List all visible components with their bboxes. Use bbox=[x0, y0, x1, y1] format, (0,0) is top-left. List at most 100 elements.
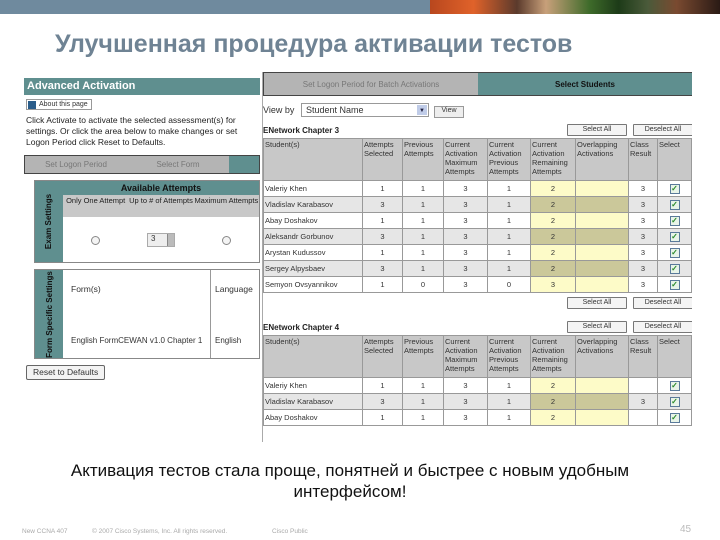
table-row: Valeriy Khen 1 1 3 1 2 ✓ bbox=[263, 377, 692, 394]
table-row: Vladislav Karabasov 3 1 3 1 2 3 ✓ bbox=[263, 196, 692, 213]
slide-caption: Активация тестов стала проще, понятней и… bbox=[70, 461, 630, 501]
view-button[interactable]: View bbox=[434, 106, 464, 118]
step-select-form[interactable]: Select Form bbox=[156, 160, 200, 169]
deselect-all-button[interactable]: Deselect All bbox=[633, 321, 692, 333]
cell: 1 bbox=[362, 409, 403, 426]
only-one-radio[interactable] bbox=[91, 235, 101, 245]
option-only-one: Only One Attempt bbox=[66, 196, 126, 205]
attempts-stepper[interactable]: 3 bbox=[146, 233, 175, 247]
select-all-button[interactable]: Select All bbox=[567, 297, 627, 309]
cell: 3 bbox=[628, 212, 658, 229]
cell: 1 bbox=[402, 228, 444, 245]
column-header: Select bbox=[657, 138, 692, 181]
info-icon bbox=[28, 101, 36, 109]
select-checkbox[interactable]: ✓ bbox=[669, 183, 680, 194]
select-checkbox[interactable]: ✓ bbox=[669, 412, 680, 423]
step-select-students[interactable]: Select Students bbox=[478, 73, 692, 95]
cell: 1 bbox=[402, 180, 444, 197]
cell: 3 bbox=[628, 244, 658, 261]
table-row: Valeriy Khen 1 1 3 1 2 3 ✓ bbox=[263, 180, 692, 197]
cell: 3 bbox=[628, 228, 658, 245]
deselect-all-button[interactable]: Deselect All bbox=[633, 297, 692, 309]
cell-select: ✓ bbox=[657, 244, 692, 261]
column-header: Previous Attempts bbox=[402, 335, 444, 378]
cell: 3 bbox=[362, 260, 403, 277]
cell-select: ✓ bbox=[657, 393, 692, 410]
about-page-link[interactable]: About this page bbox=[26, 99, 92, 110]
cell: 1 bbox=[362, 212, 403, 229]
select-checkbox[interactable]: ✓ bbox=[669, 380, 680, 391]
cell: 3 bbox=[628, 393, 658, 410]
footer-course: New CCNA 407 bbox=[22, 528, 68, 535]
select-checkbox[interactable]: ✓ bbox=[669, 263, 680, 274]
form-settings-label: Form Specific Settings bbox=[35, 270, 63, 358]
select-checkbox[interactable]: ✓ bbox=[669, 215, 680, 226]
column-header: Select bbox=[657, 335, 692, 378]
select-all-button[interactable]: Select All bbox=[567, 321, 627, 333]
students-table: Student(s) Attempts Selected Previous Atte… bbox=[263, 335, 692, 426]
cell: 1 bbox=[402, 393, 444, 410]
cell bbox=[575, 244, 629, 261]
step-set-logon-batch[interactable]: Set Logon Period for Batch Activations bbox=[302, 79, 440, 89]
step-set-logon-period[interactable]: Set Logon Period bbox=[45, 160, 107, 169]
cell: 3 bbox=[443, 393, 488, 410]
cell: 3 bbox=[362, 393, 403, 410]
view-by-select[interactable]: Student Name ▼ bbox=[301, 103, 429, 117]
cell: 3 bbox=[443, 276, 488, 293]
form-settings: Form Specific Settings Form(s) Language … bbox=[34, 269, 260, 359]
section-footer: Select All Deselect All bbox=[263, 296, 692, 310]
cell-select: ✓ bbox=[657, 212, 692, 229]
cell bbox=[575, 212, 629, 229]
cell: Vladislav Karabasov bbox=[263, 393, 363, 410]
select-checkbox[interactable]: ✓ bbox=[669, 247, 680, 258]
cell: 3 bbox=[443, 212, 488, 229]
cell: 1 bbox=[362, 276, 403, 293]
exam-settings-label: Exam Settings bbox=[35, 181, 63, 262]
cell-select: ✓ bbox=[657, 196, 692, 213]
cell: Valeriy Khen bbox=[263, 180, 363, 197]
select-all-button[interactable]: Select All bbox=[567, 124, 627, 136]
cell: Semyon Ovsyannikov bbox=[263, 276, 363, 293]
footer-classification: Cisco Public bbox=[272, 528, 308, 535]
cell: Aleksandr Gorbunov bbox=[263, 228, 363, 245]
select-checkbox[interactable]: ✓ bbox=[669, 231, 680, 242]
cell: 1 bbox=[362, 180, 403, 197]
batch-wizard-steps: Set Logon Period for Batch Activations S… bbox=[263, 72, 692, 96]
table-row: Vladislav Karabasov 3 1 3 1 2 3 ✓ bbox=[263, 393, 692, 410]
divider bbox=[210, 270, 211, 358]
cell bbox=[575, 393, 629, 410]
advanced-activation-panel: Advanced Activation About this page Clic… bbox=[24, 78, 260, 380]
cell: Sergey Alpysbaev bbox=[263, 260, 363, 277]
reset-defaults-button[interactable]: Reset to Defaults bbox=[26, 365, 106, 380]
table-row: Arystan Kudussov 1 1 3 1 2 3 ✓ bbox=[263, 244, 692, 261]
language-header: Language bbox=[215, 284, 253, 294]
cell: 3 bbox=[443, 196, 488, 213]
column-header: Overlapping Activations bbox=[575, 138, 629, 181]
cell: Abay Doshakov bbox=[263, 409, 363, 426]
cell: 1 bbox=[487, 228, 531, 245]
cell: 1 bbox=[487, 409, 531, 426]
about-label: About this page bbox=[39, 101, 88, 108]
exam-settings: Exam Settings Available Attempts Only On… bbox=[34, 180, 260, 263]
cell bbox=[628, 409, 658, 426]
column-header: Current Activation Remaining Attempts bbox=[530, 138, 576, 181]
select-checkbox[interactable]: ✓ bbox=[669, 279, 680, 290]
cell bbox=[575, 377, 629, 394]
select-checkbox[interactable]: ✓ bbox=[669, 396, 680, 407]
maximum-radio[interactable] bbox=[221, 235, 231, 245]
deselect-all-button[interactable]: Deselect All bbox=[633, 124, 692, 136]
select-students-panel: Set Logon Period for Batch Activations S… bbox=[262, 72, 692, 442]
column-header: Current Activation Previous Attempts bbox=[487, 138, 531, 181]
cell: Vladislav Karabasov bbox=[263, 196, 363, 213]
column-header: Student(s) bbox=[263, 138, 363, 181]
cell: 2 bbox=[530, 228, 576, 245]
language-value: English bbox=[215, 336, 242, 345]
cell: 2 bbox=[530, 196, 576, 213]
cell: Arystan Kudussov bbox=[263, 244, 363, 261]
cell bbox=[575, 276, 629, 293]
cell bbox=[575, 180, 629, 197]
section-header: ENetwork Chapter 4 Select All Deselect All bbox=[263, 320, 692, 334]
column-header: Current Activation Maximum Attempts bbox=[443, 335, 488, 378]
step-active[interactable] bbox=[229, 156, 259, 173]
select-checkbox[interactable]: ✓ bbox=[669, 199, 680, 210]
